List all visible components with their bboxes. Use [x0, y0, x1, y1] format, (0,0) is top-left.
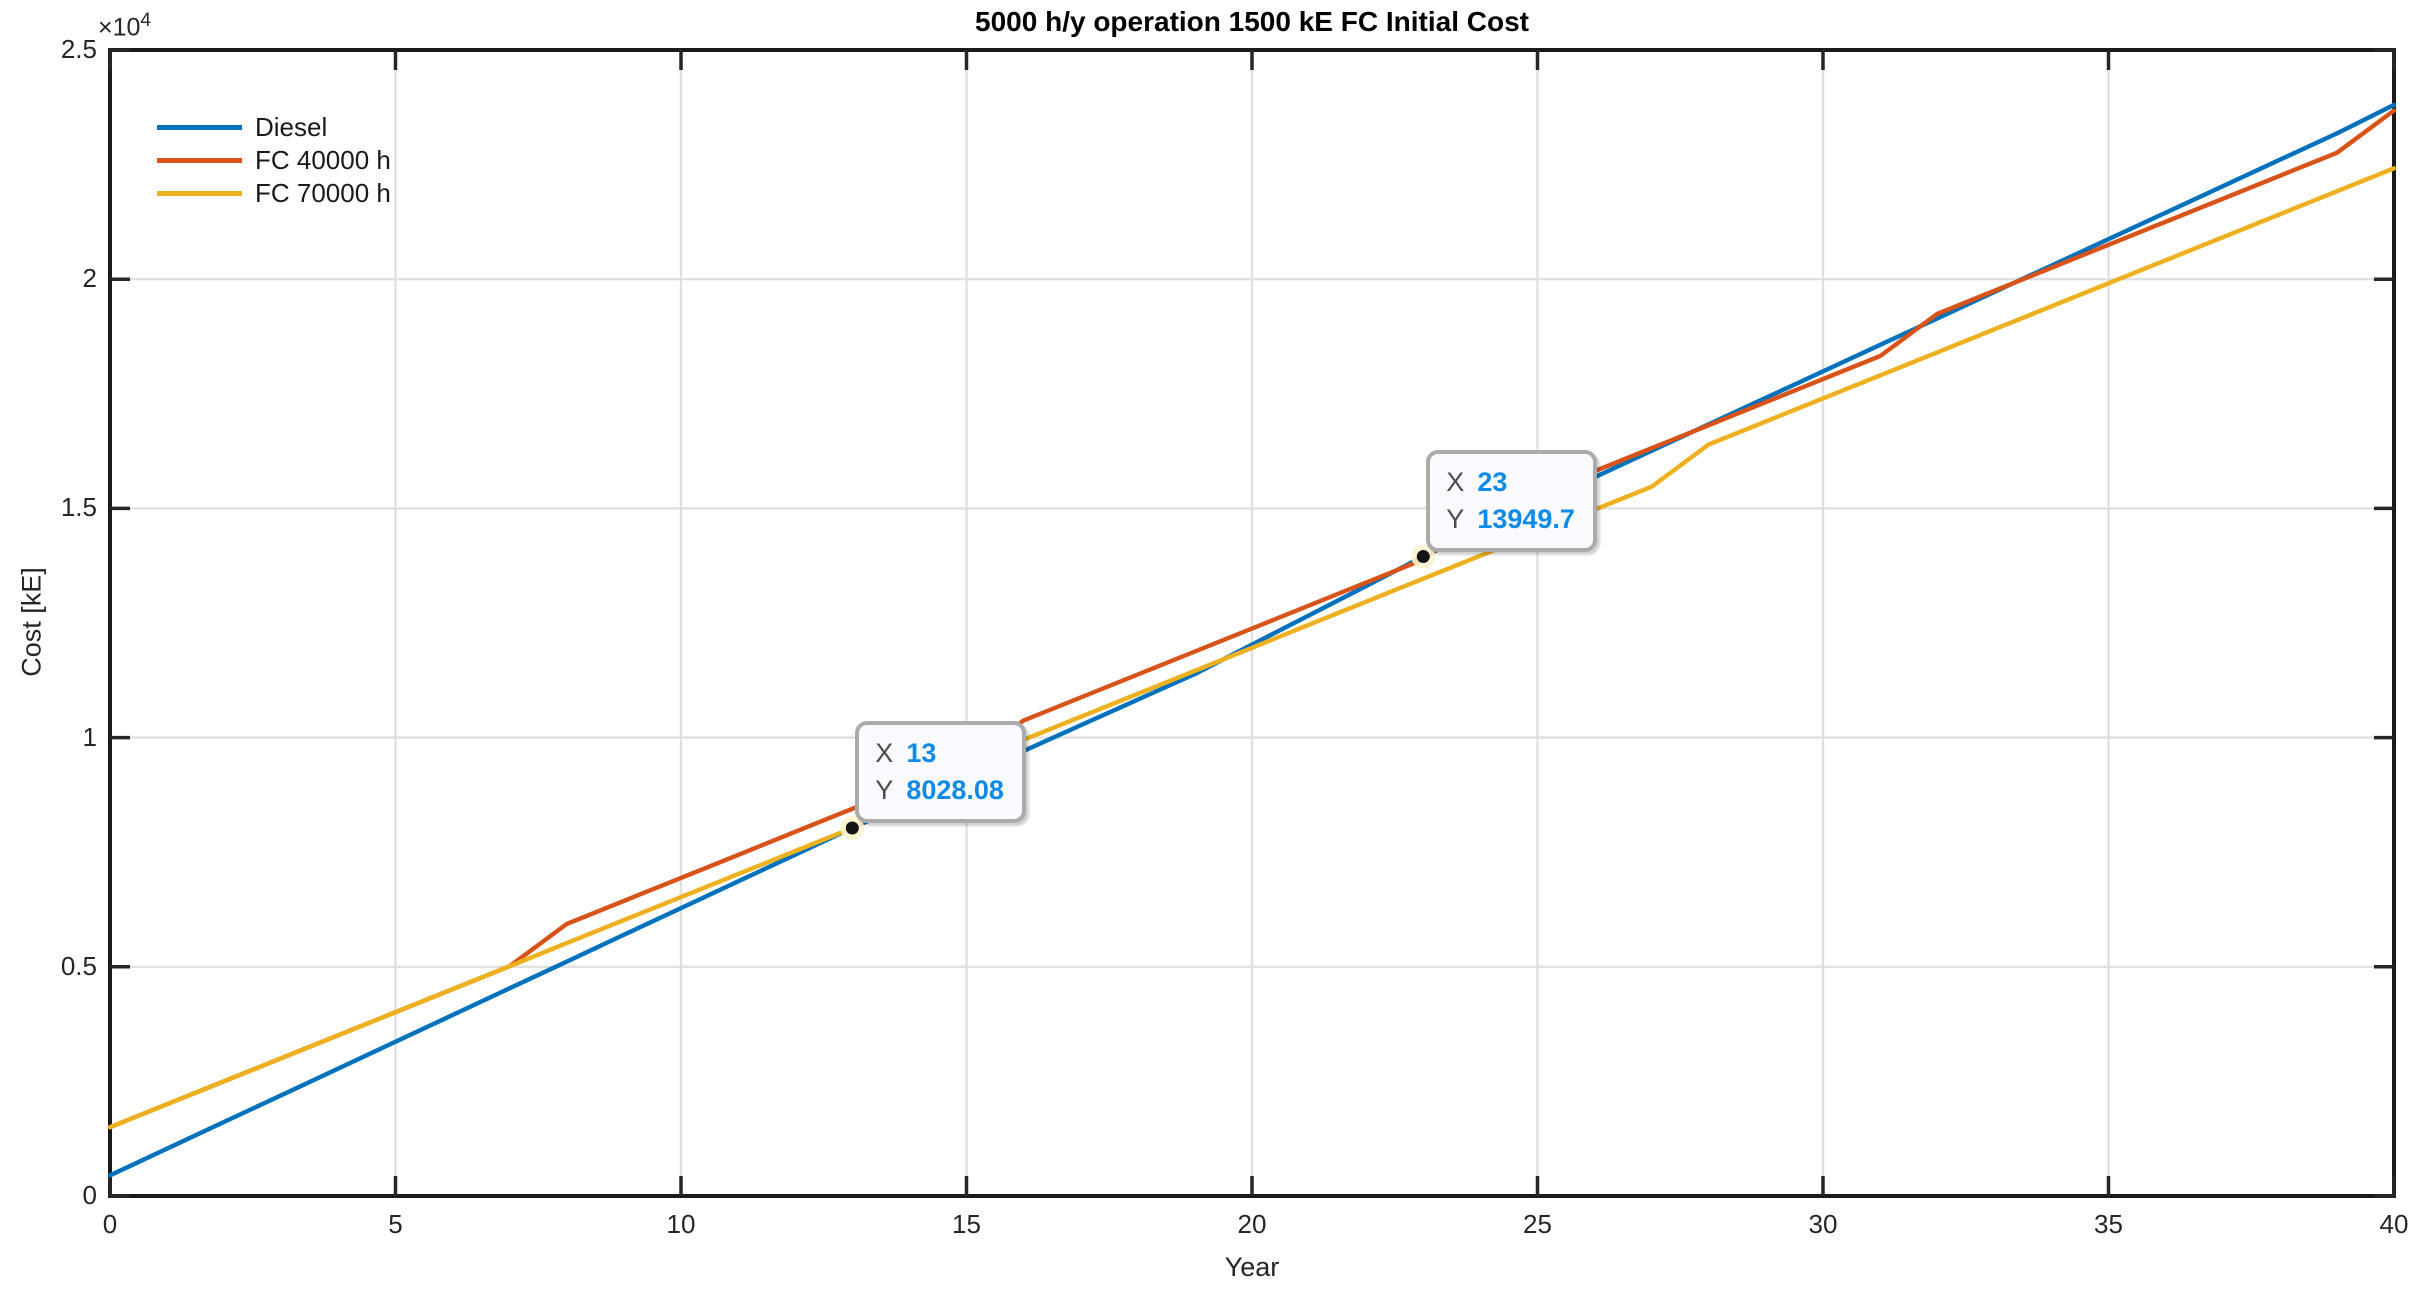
datatip-marker[interactable] — [845, 821, 859, 835]
datatip-y-value: 13949.7 — [1477, 503, 1575, 534]
legend: Diesel FC 40000 h FC 70000 h — [157, 111, 391, 210]
y-axis-label: Cost [kE] — [16, 567, 47, 677]
x-tick-label: 40 — [2379, 1209, 2409, 1239]
y-tick-label: 1 — [82, 721, 97, 752]
x-tick-label: 35 — [2094, 1209, 2123, 1239]
y-axis-multiplier: ×104 — [98, 10, 151, 42]
datatip-x-row: X 13 — [875, 735, 1004, 772]
datatip-x-row: X 23 — [1446, 464, 1575, 501]
y-axis-multiplier-base: ×10 — [98, 13, 141, 42]
datatip-x-label: X — [875, 737, 894, 768]
x-tick-label: 30 — [1808, 1209, 1838, 1239]
datatip-y-row: Y 13949.7 — [1446, 501, 1575, 538]
legend-label-fc-70000: FC 70000 h — [255, 178, 391, 208]
y-tick-label: 0.5 — [60, 950, 97, 981]
datatip-y-value: 8028.08 — [906, 774, 1004, 805]
legend-item-diesel[interactable]: Diesel — [157, 111, 391, 144]
x-tick-label: 0 — [102, 1209, 118, 1239]
datatip-y-row: Y 8028.08 — [875, 772, 1004, 809]
x-tick-label: 5 — [388, 1209, 403, 1239]
legend-swatch-fc-40000 — [157, 158, 242, 163]
series-line-fc-70000-h[interactable] — [107, 166, 2397, 1130]
datatip-y-label: Y — [1446, 503, 1465, 534]
legend-label-diesel: Diesel — [255, 112, 328, 142]
datatip-x-value: 23 — [1477, 466, 1508, 497]
legend-swatch-diesel — [157, 125, 242, 130]
y-axis-multiplier-exponent: 4 — [140, 10, 151, 31]
x-axis-label: Year — [1224, 1252, 1280, 1282]
x-tick-label: 25 — [1523, 1209, 1552, 1239]
legend-item-fc-40000[interactable]: FC 40000 h — [157, 144, 391, 177]
y-tick-label: 0 — [82, 1180, 97, 1210]
legend-swatch-fc-70000 — [157, 191, 242, 196]
legend-item-fc-70000[interactable]: FC 70000 h — [157, 177, 391, 210]
datatip-y-label: Y — [875, 774, 894, 805]
legend-label-fc-40000: FC 40000 h — [255, 145, 391, 175]
datatip-x-label: X — [1446, 466, 1465, 497]
x-tick-label: 15 — [952, 1209, 981, 1239]
datatip-x13[interactable]: X 13 Y 8028.08 — [855, 720, 1026, 823]
datatip-x-value: 13 — [906, 737, 937, 768]
y-tick-label: 1.5 — [60, 492, 97, 523]
y-tick-label: 2 — [82, 263, 97, 294]
datatip-x23[interactable]: X 23 Y 13949.7 — [1426, 449, 1597, 552]
datatip-marker[interactable] — [1416, 550, 1430, 564]
y-tick-label: 2.5 — [60, 34, 97, 64]
chart-title: 5000 h/y operation 1500 kE FC Initial Co… — [975, 6, 1529, 37]
x-tick-label: 20 — [1237, 1209, 1267, 1239]
x-tick-label: 10 — [666, 1209, 696, 1239]
